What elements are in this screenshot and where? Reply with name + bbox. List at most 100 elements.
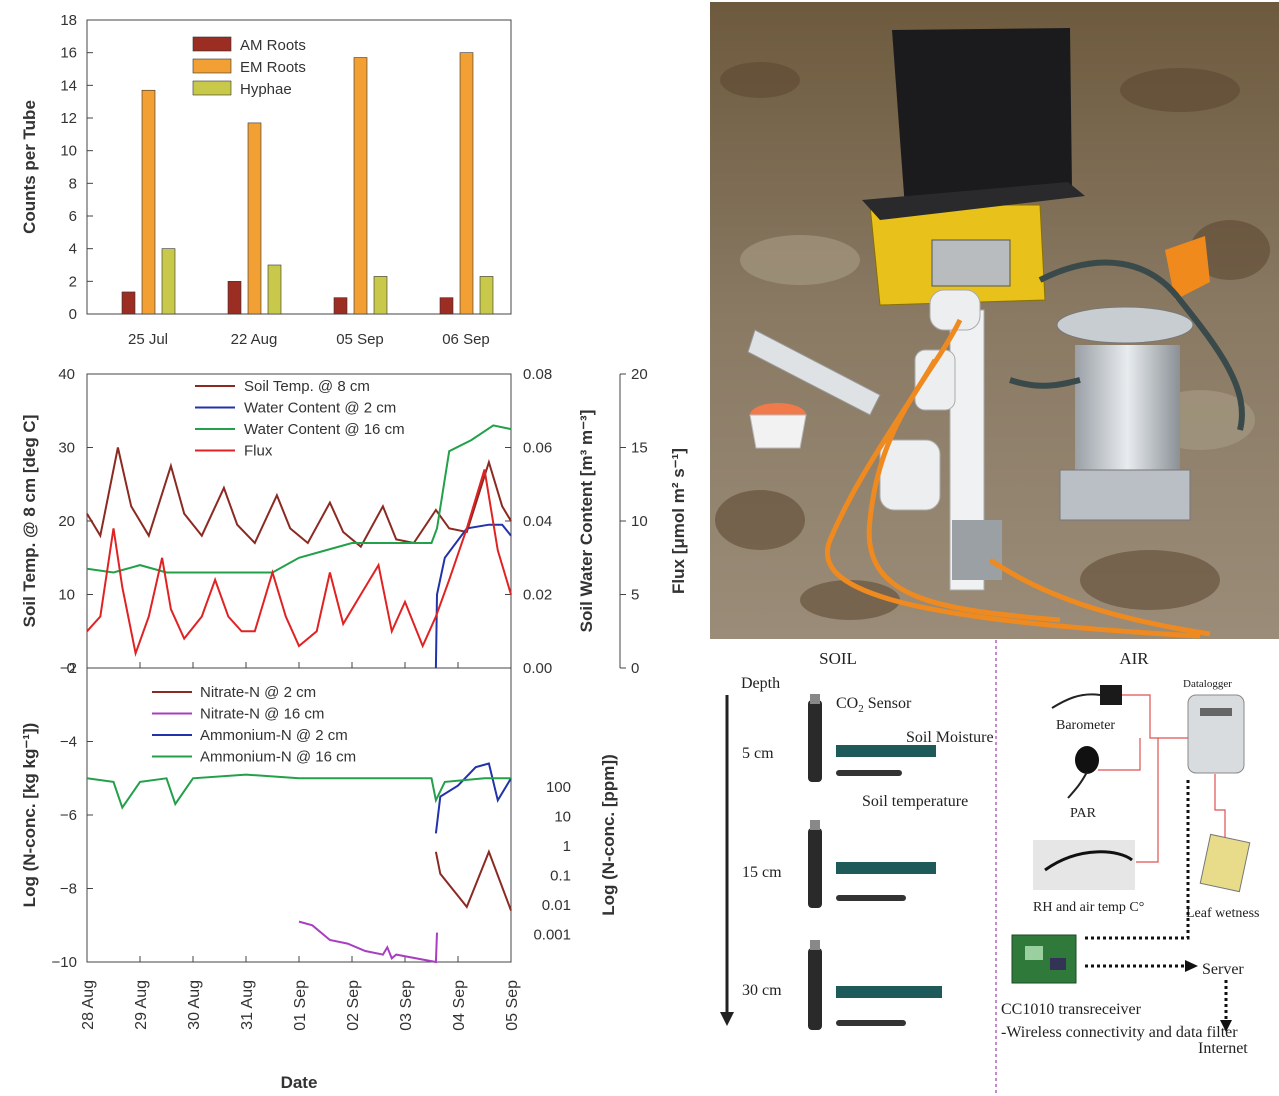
nitrogen-lines xyxy=(86,762,512,964)
water-tick-label: 0.04 xyxy=(523,513,552,530)
bar-y-tick-label: 2 xyxy=(69,273,77,290)
soil-temp-tick-label: 40 xyxy=(58,366,75,383)
nitrogen-legend-label: Ammonium-N @ 2 cm xyxy=(200,727,348,744)
date-tick-label: 31 Aug xyxy=(239,980,256,1030)
soil-temp-tick-label: 30 xyxy=(58,440,75,457)
bar-legend-label: Hyphae xyxy=(240,81,292,98)
depth-5cm: 5 cm xyxy=(742,745,774,762)
bar-y-axis-label: Counts per Tube xyxy=(20,100,39,234)
bar-legend-swatch xyxy=(192,36,232,52)
depth-15cm: 15 cm xyxy=(742,864,782,881)
co2-sensor-30cm-icon xyxy=(808,940,822,1030)
bar-x-tick-label: 25 Jul xyxy=(128,331,168,348)
bar-legend: AM Roots EM Roots Hyphae xyxy=(192,36,306,98)
flux-tick-label: 5 xyxy=(631,587,639,604)
transceiver-board-icon xyxy=(1011,934,1077,984)
depth-30cm: 30 cm xyxy=(742,982,782,999)
internet-arrow-head xyxy=(1220,1020,1232,1032)
bar-x-tick-label: 05 Sep xyxy=(336,331,384,348)
flux-tick-label: 10 xyxy=(631,513,648,530)
wireless-links xyxy=(1085,778,1228,1022)
server-label: Server xyxy=(1202,961,1244,978)
moisture-probe-5cm-icon xyxy=(836,745,936,776)
bar-y-tick-label: 12 xyxy=(60,110,77,127)
depth-label: Depth xyxy=(741,675,780,692)
bar-x-tick-label: 06 Sep xyxy=(442,331,490,348)
leaf-wetness-icon xyxy=(1199,833,1251,893)
date-tick-label: 01 Sep xyxy=(292,980,309,1031)
sensor-wires xyxy=(1098,694,1226,863)
line-flux xyxy=(86,469,512,658)
co2-subscript: 2 xyxy=(858,703,864,715)
moisture-probe-15cm-icon xyxy=(836,862,936,901)
field-sensor-photo xyxy=(710,2,1279,639)
n-ppm-tick-label: 100 xyxy=(546,779,571,796)
bar-y-tick-label: 4 xyxy=(69,241,77,258)
air-header: AIR xyxy=(1119,649,1149,668)
server-arrow-head xyxy=(1185,960,1198,972)
n-kg-tick-label: −4 xyxy=(60,734,77,751)
time-series-legend: Soil Temp. @ 8 cm Water Content @ 2 cm Wat… xyxy=(180,375,442,465)
line-ammonium-n-2-cm xyxy=(434,762,512,834)
barometer-icon xyxy=(1051,685,1122,709)
water-tick-label: 0.06 xyxy=(523,440,552,457)
nitrogen-legend-label: Nitrate-N @ 2 cm xyxy=(200,684,316,701)
co2-sensor-label: CO2 Sensor xyxy=(836,695,912,715)
nitrogen-panel: −2 −4 −6 −8 −10 100 10 1 0.1 0.01 0.001 28 Aug 29 Au… xyxy=(20,660,618,1092)
date-axis-label: Date xyxy=(281,1073,318,1092)
bar-hyphae xyxy=(479,276,494,315)
bar-y-tick-label: 14 xyxy=(60,77,77,94)
time-series-axes: 0 10 20 30 40 0.00 0.02 0.04 0.06 0.08 0 5 10 15 20 xyxy=(58,366,647,677)
line-ammonium-n-16-cm xyxy=(86,773,511,810)
soil-moisture-label: Soil Moisture xyxy=(906,729,994,746)
depth-arrow-head xyxy=(720,1012,734,1026)
n-conc-kg-axis-label: Log (N-conc. [kg kg⁻¹]) xyxy=(20,723,39,908)
n-kg-tick-label: −8 xyxy=(60,881,77,898)
flux-tick-label: 0 xyxy=(631,660,639,677)
bar-hyphae xyxy=(267,264,282,315)
flux-tick-label: 20 xyxy=(631,366,648,383)
internet-label: Internet xyxy=(1198,1040,1248,1057)
rh-label: RH and air temp C° xyxy=(1033,900,1144,915)
bar-am-roots xyxy=(227,281,242,315)
bar-y-axis: 0 2 4 6 8 10 12 14 16 18 xyxy=(60,12,93,323)
n-kg-tick-label: −2 xyxy=(60,660,77,677)
time-series-lines xyxy=(86,424,512,669)
bar-em-roots xyxy=(459,52,474,315)
co2-sensor-5cm-icon xyxy=(808,694,822,782)
bar-am-roots xyxy=(121,291,136,315)
bar-em-roots xyxy=(353,57,368,315)
time-series-legend-label: Water Content @ 16 cm xyxy=(244,421,405,438)
soil-time-series-panel: 0 10 20 30 40 0.00 0.02 0.04 0.06 0.08 0 5 10 15 20 So… xyxy=(20,366,688,677)
nitrogen-legend-label: Nitrate-N @ 16 cm xyxy=(200,706,324,723)
date-tick-label: 04 Sep xyxy=(451,980,468,1031)
n-ppm-tick-label: 10 xyxy=(554,809,571,826)
line-nitrate-n-2-cm xyxy=(434,849,512,911)
water-tick-label: 0.00 xyxy=(523,660,552,677)
n-ppm-tick-label: 0.001 xyxy=(533,927,571,944)
time-series-legend-label: Flux xyxy=(244,443,273,460)
co2-sensor-15cm-icon xyxy=(808,820,822,908)
soil-temp-tick-label: 20 xyxy=(58,513,75,530)
par-label: PAR xyxy=(1070,806,1097,821)
n-ppm-tick-label: 1 xyxy=(563,838,571,855)
bar-x-tick-label: 22 Aug xyxy=(231,331,278,348)
soil-temp-tick-label: 10 xyxy=(58,587,75,604)
n-kg-tick-label: −10 xyxy=(52,954,77,971)
flux-axis-label: Flux [μmol m² s⁻¹] xyxy=(669,448,688,594)
datalogger-label: Datalogger xyxy=(1183,678,1232,690)
bar-y-tick-label: 18 xyxy=(60,12,77,29)
leaf-wetness-label: Leaf wetness xyxy=(1186,906,1259,921)
line-soil-temp-8-cm xyxy=(86,447,512,549)
soil-temp-tick-label: 0 xyxy=(67,660,75,677)
bar-y-tick-label: 16 xyxy=(60,45,77,62)
flux-tick-label: 15 xyxy=(631,440,648,457)
water-tick-label: 0.08 xyxy=(523,366,552,383)
sensor-network-diagram: SOIL AIR Depth 5 cm 15 cm 30 cm CO2 Sens… xyxy=(720,640,1259,1096)
date-tick-label: 30 Aug xyxy=(186,980,203,1030)
soil-header: SOIL xyxy=(819,649,857,668)
soil-water-axis-label: Soil Water Content [m³ m⁻³] xyxy=(577,410,596,633)
bar-legend-swatch xyxy=(192,80,232,96)
barometer-label: Barometer xyxy=(1056,718,1115,733)
bar-y-tick-label: 0 xyxy=(69,306,77,323)
